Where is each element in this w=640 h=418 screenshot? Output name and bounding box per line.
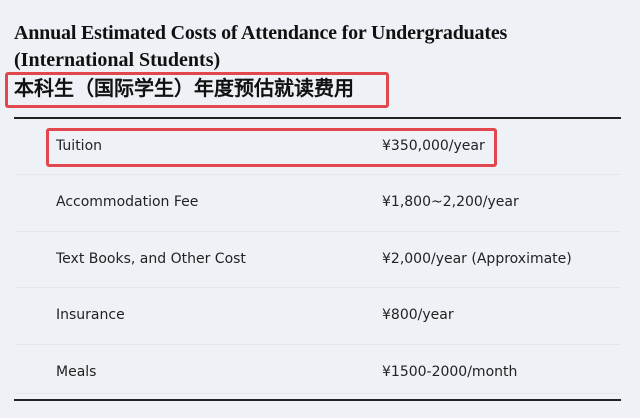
title-english-line1: Annual Estimated Costs of Attendance for… [14, 22, 508, 44]
row-divider [16, 231, 620, 232]
table-row: Accommodation Fee ¥1,800~2,200/year [0, 174, 640, 230]
table-bottom-rule [14, 399, 621, 401]
table-row: Meals ¥1500-2000/month [0, 344, 640, 400]
row-label: Accommodation Fee [56, 194, 199, 210]
row-value: ¥350,000/year [382, 138, 485, 154]
title-highlight-box [5, 72, 389, 108]
row-label: Insurance [56, 307, 125, 323]
table-row: Insurance ¥800/year [0, 287, 640, 343]
title-chinese: 本科生（国际学生）年度预估就读费用 [14, 76, 354, 100]
row-value: ¥2,000/year (Approximate) [382, 251, 572, 267]
row-divider [16, 287, 620, 288]
row-label: Meals [56, 364, 97, 380]
row-label: Tuition [56, 138, 103, 154]
row-value: ¥800/year [382, 307, 454, 323]
row-value: ¥1,800~2,200/year [382, 194, 519, 210]
table-row: Text Books, and Other Cost ¥2,000/year (… [0, 231, 640, 287]
row-label: Text Books, and Other Cost [56, 251, 246, 267]
tuition-highlight-box [46, 128, 497, 167]
row-divider [16, 393, 620, 394]
table-row: Tuition ¥350,000/year [0, 118, 640, 174]
table-top-rule [14, 117, 621, 119]
title-english-line2: (International Students) [14, 49, 221, 71]
row-divider [16, 174, 620, 175]
row-divider [16, 344, 620, 345]
row-value: ¥1500-2000/month [382, 364, 518, 380]
